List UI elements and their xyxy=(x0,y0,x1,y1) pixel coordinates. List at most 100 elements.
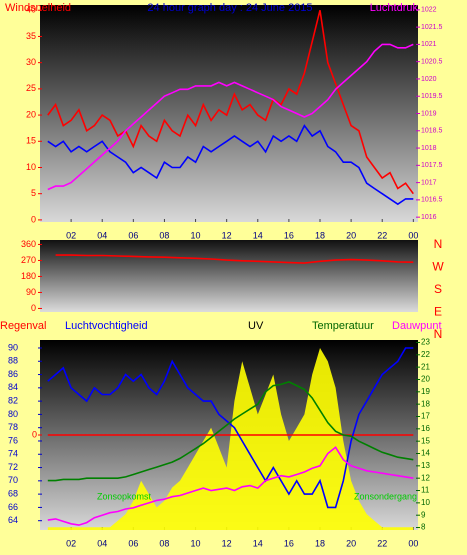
line xyxy=(47,446,414,526)
y-tick-label: 360 xyxy=(21,239,36,249)
y2-tick-label: 1019 xyxy=(421,110,437,117)
y-tick-label: 86 xyxy=(8,369,18,379)
y2-tick-label: 13 xyxy=(421,461,430,470)
y2-tick-label: 1021 xyxy=(421,41,437,48)
y2-tick-label: 1016.5 xyxy=(421,197,443,204)
y-tick-label: 88 xyxy=(8,356,18,366)
x-tick-label: 12 xyxy=(222,230,232,240)
y-tick-label: 35 xyxy=(26,31,36,41)
y-tick-label: 90 xyxy=(26,287,36,297)
x-tick-label: 06 xyxy=(128,538,138,548)
legend-label: Temperatuur xyxy=(312,320,374,332)
y-tick-label: 64 xyxy=(8,515,18,525)
y2-tick-label: 1022 xyxy=(421,7,437,14)
y-tick-label: 5 xyxy=(31,188,36,198)
x-tick-label: 04 xyxy=(97,538,107,548)
y2-tick-label: 19 xyxy=(421,387,430,396)
x-tick-label: 22 xyxy=(377,230,387,240)
y2-tick-label: 12 xyxy=(421,473,430,482)
y2-tick-label: 1018 xyxy=(421,145,437,152)
y2-tick-label: N xyxy=(434,237,443,251)
x-tick-label: 12 xyxy=(222,538,232,548)
y-tick-label: 40 xyxy=(26,5,36,15)
y2-tick-label: 23 xyxy=(421,338,430,347)
legend-label: Windsnelheid xyxy=(5,2,71,14)
y2-tick-label: 17 xyxy=(421,412,430,421)
plot-area xyxy=(40,240,418,312)
y2-tick-label: E xyxy=(434,305,442,319)
y2-tick-label: 14 xyxy=(421,449,430,458)
legend-label: Dauwpunt xyxy=(392,320,442,332)
x-tick-label: 18 xyxy=(315,230,325,240)
y-tick-label: 70 xyxy=(8,475,18,485)
y2-tick-label: 10 xyxy=(421,498,430,507)
y2-tick-label: W xyxy=(432,260,444,274)
y-tick-label: 30 xyxy=(26,57,36,67)
x-tick-label: 18 xyxy=(315,538,325,548)
y-tick-label: 74 xyxy=(8,449,18,459)
y2-tick-label: 22 xyxy=(421,350,430,359)
y-tick-label: 0 xyxy=(31,303,36,313)
x-tick-label: 22 xyxy=(377,538,387,548)
y2-tick-label: 1021.5 xyxy=(421,24,443,31)
x-tick-label: 20 xyxy=(346,538,356,548)
y2-tick-label: 1017 xyxy=(421,179,437,186)
x-tick-label: 00 xyxy=(408,230,418,240)
x-tick-label: 16 xyxy=(284,230,294,240)
y3-tick-label: 0 xyxy=(32,429,37,439)
line xyxy=(47,10,414,195)
x-tick-label: 06 xyxy=(128,230,138,240)
chart-title: 24 hour graph day : 24 June 2015 xyxy=(147,2,312,14)
y2-tick-label: N xyxy=(434,327,443,341)
y-tick-label: 20 xyxy=(26,109,36,119)
x-tick-label: 08 xyxy=(159,230,169,240)
legend-label: Luchtdruk xyxy=(370,2,419,14)
line xyxy=(55,254,414,264)
x-tick-label: 10 xyxy=(191,230,201,240)
x-tick-label: 02 xyxy=(66,230,76,240)
y2-tick-label: 16 xyxy=(421,424,430,433)
y2-tick-label: 1017.5 xyxy=(421,162,443,169)
y-tick-label: 82 xyxy=(8,395,18,405)
y2-tick-label: 1020 xyxy=(421,76,437,83)
annotation: Zonsopkomst xyxy=(97,491,152,501)
plot-area xyxy=(40,5,418,222)
line xyxy=(47,43,414,191)
legend-label: Luchtvochtigheid xyxy=(65,320,148,332)
annotation: Zonsondergang xyxy=(354,491,417,501)
y-tick-label: 84 xyxy=(8,382,18,392)
x-tick-label: 10 xyxy=(191,538,201,548)
y2-tick-label: 1019.5 xyxy=(421,93,443,100)
y2-tick-label: S xyxy=(434,282,442,296)
y2-tick-label: 18 xyxy=(421,399,430,408)
y2-tick-label: 1018.5 xyxy=(421,128,443,135)
x-tick-label: 04 xyxy=(97,230,107,240)
y-tick-label: 0 xyxy=(31,214,36,224)
y-tick-label: 72 xyxy=(8,462,18,472)
y-tick-label: 78 xyxy=(8,422,18,432)
y-tick-label: 270 xyxy=(21,255,36,265)
y2-tick-label: 11 xyxy=(421,486,430,495)
x-tick-label: 16 xyxy=(284,538,294,548)
y2-tick-label: 1016 xyxy=(421,214,437,221)
line xyxy=(47,381,414,482)
y2-tick-label: 8 xyxy=(421,523,426,532)
legend-label: Regenval xyxy=(0,320,46,332)
y-tick-label: 15 xyxy=(26,136,36,146)
x-tick-label: 20 xyxy=(346,230,356,240)
y-tick-label: 90 xyxy=(8,342,18,352)
y-tick-label: 10 xyxy=(26,162,36,172)
x-tick-label: 00 xyxy=(408,538,418,548)
y-tick-label: 66 xyxy=(8,502,18,512)
x-tick-label: 02 xyxy=(66,538,76,548)
y2-tick-label: 1020.5 xyxy=(421,59,443,66)
legend-label: UV xyxy=(248,320,264,332)
y-tick-label: 180 xyxy=(21,271,36,281)
y-tick-label: 68 xyxy=(8,489,18,499)
area xyxy=(47,348,414,530)
y-tick-label: 76 xyxy=(8,435,18,445)
y-tick-label: 80 xyxy=(8,409,18,419)
x-tick-label: 14 xyxy=(253,230,263,240)
y2-tick-label: 21 xyxy=(421,362,430,371)
